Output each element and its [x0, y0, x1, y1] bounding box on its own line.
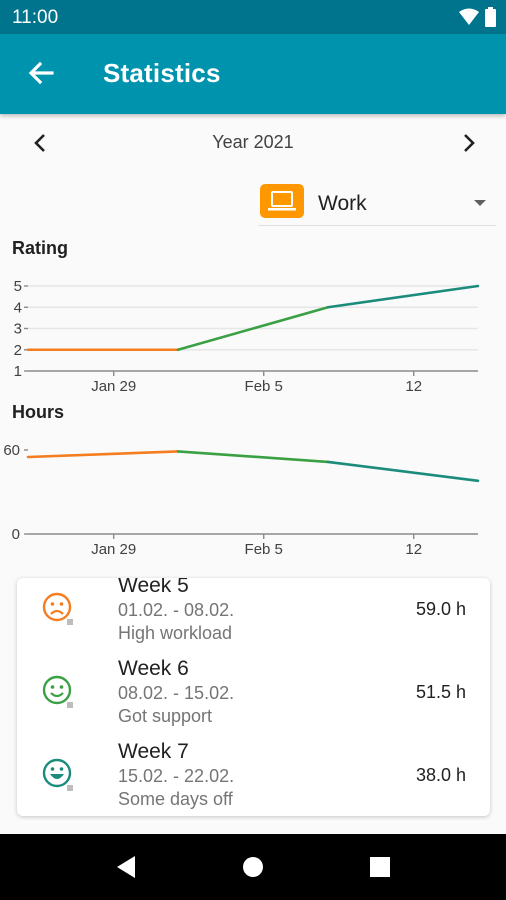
category-icon-badge — [260, 184, 304, 218]
back-triangle-icon[interactable] — [111, 852, 141, 882]
home-circle-icon[interactable] — [238, 852, 268, 882]
status-bar: 11:00 — [0, 0, 506, 34]
status-icons — [459, 7, 496, 27]
line-segment — [176, 305, 330, 352]
week-note: Some days off — [118, 789, 233, 809]
y-tick-label: 0 — [12, 526, 20, 543]
y-tick-label: 3 — [14, 321, 22, 338]
line-segment — [26, 450, 180, 459]
page-title: Statistics — [103, 58, 221, 88]
week-dates: 01.02. - 08.02. — [118, 600, 235, 620]
y-tick-label: 1 — [14, 363, 22, 380]
system-nav-bar — [0, 834, 506, 900]
list-item[interactable]: Week 6 08.02. - 15.02. Got support 51.5 … — [17, 653, 490, 736]
rating-chart-title: Rating — [12, 238, 68, 258]
laptop-icon — [268, 191, 296, 211]
battery-icon — [485, 7, 496, 27]
week-dates: 15.02. - 22.02. — [118, 766, 235, 786]
y-tick-label: 60 — [3, 442, 20, 459]
y-tick-label: 4 — [14, 299, 22, 316]
week-title: Week 7 — [118, 740, 189, 763]
week-hours: 38.0 h — [415, 765, 466, 785]
back-arrow-icon[interactable] — [24, 56, 58, 90]
app-bar: Statistics — [0, 34, 506, 114]
dropdown-arrow-icon — [474, 200, 486, 206]
rating-chart: 5 4 3 2 1 Jan 29 Feb 5 12 — [14, 278, 480, 395]
list-item[interactable]: Week 5 01.02. - 08.02. High workload 59.… — [17, 578, 490, 653]
list-item[interactable]: Week 7 15.02. - 22.02. Some days off 38.… — [17, 736, 490, 816]
x-tick-label: 12 — [405, 541, 422, 558]
week-note: High workload — [118, 623, 233, 643]
week-note: Got support — [118, 706, 213, 726]
week-hours: 51.5 h — [415, 682, 466, 702]
line-segment — [176, 450, 330, 464]
x-tick-label: 12 — [405, 378, 422, 395]
line-segment — [326, 284, 480, 309]
x-tick-label: Feb 5 — [245, 378, 283, 395]
weekly-list: Week 5 01.02. - 08.02. High workload 59.… — [17, 578, 490, 816]
x-tick-label: Feb 5 — [245, 541, 283, 558]
chevron-left-icon[interactable] — [28, 130, 54, 156]
recents-square-icon[interactable] — [365, 852, 395, 882]
grin-face-icon — [42, 758, 73, 791]
hours-chart-title: Hours — [12, 402, 65, 422]
week-title: Week 6 — [118, 657, 189, 680]
week-hours: 59.0 h — [415, 599, 466, 619]
week-dates: 08.02. - 15.02. — [118, 683, 235, 703]
sad-face-icon — [42, 592, 73, 625]
y-tick-label: 5 — [14, 278, 22, 295]
year-label: Year 2021 — [212, 132, 294, 152]
hours-chart: 60 0 Jan 29 Feb 5 12 — [3, 442, 480, 558]
status-time: 11:00 — [12, 7, 59, 28]
line-segment — [326, 460, 480, 483]
year-navigator: Year 2021 — [0, 124, 506, 160]
chevron-right-icon[interactable] — [455, 130, 481, 156]
category-dropdown[interactable]: Work — [258, 180, 496, 226]
category-label: Work — [318, 192, 367, 215]
x-tick-label: Jan 29 — [91, 378, 136, 395]
wifi-icon — [459, 8, 479, 25]
x-tick-label: Jan 29 — [91, 541, 136, 558]
smile-face-icon — [42, 675, 73, 708]
week-title: Week 5 — [118, 578, 189, 597]
y-tick-label: 2 — [14, 342, 22, 359]
